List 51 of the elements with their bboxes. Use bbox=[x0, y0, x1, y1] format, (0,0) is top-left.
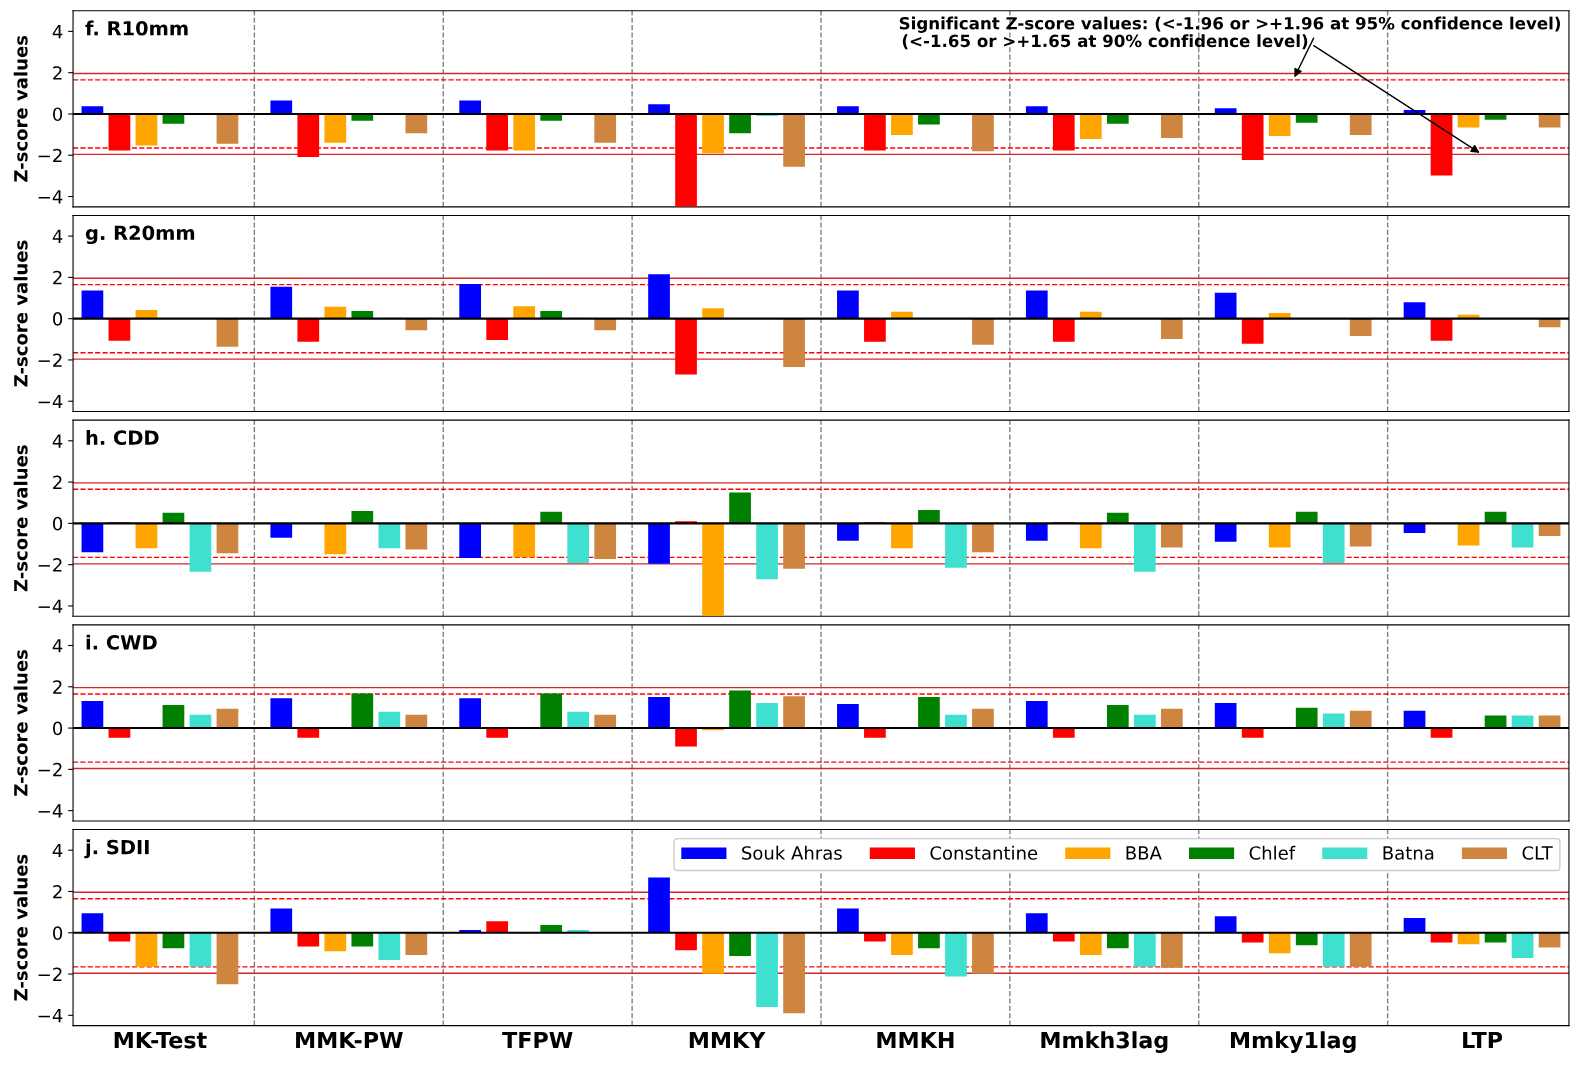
y-tick-label: −4 bbox=[38, 394, 63, 409]
x-tick-label: Mmkh3lag bbox=[1041, 1031, 1168, 1053]
y-tick-label: −4 bbox=[38, 804, 63, 818]
y-axis-title: Z-score values bbox=[13, 854, 28, 1001]
annotation: (<-1.65 or >+1.65 at 90% confidence level) bbox=[902, 34, 1308, 50]
chart-title: j. SDII bbox=[84, 839, 149, 859]
x-tick-label: MK-Test bbox=[114, 1031, 207, 1049]
y-tick-label: −2 bbox=[38, 353, 62, 367]
y-tick-label: −4 bbox=[38, 599, 63, 613]
y-tick-label: 4 bbox=[52, 434, 63, 448]
y-axis-title: Z-score values bbox=[13, 35, 28, 182]
x-tick-label: LTP bbox=[1463, 1031, 1503, 1049]
y-tick-label: 0 bbox=[53, 721, 63, 736]
y-axis-title: Z-score values bbox=[13, 445, 28, 592]
x-tick-label: MMK-PW bbox=[296, 1031, 403, 1049]
chart-title: g. R20mm bbox=[85, 225, 195, 245]
y-tick-label: −2 bbox=[38, 148, 62, 163]
y-tick-label: −2 bbox=[38, 558, 62, 572]
y-tick-label: 2 bbox=[53, 475, 62, 489]
legend-label: CLT bbox=[1522, 846, 1553, 860]
x-tick-label: MMKH bbox=[877, 1031, 954, 1049]
y-tick-label: 0 bbox=[53, 312, 63, 326]
y-tick-label: 4 bbox=[52, 843, 63, 858]
y-tick-label: −2 bbox=[38, 967, 62, 981]
y-axis-title: Z-score values bbox=[13, 240, 28, 387]
y-tick-label: 4 bbox=[52, 25, 63, 39]
legend-label: Batna bbox=[1383, 846, 1434, 860]
y-tick-label: 4 bbox=[52, 639, 63, 653]
x-tick-label: Mmky1lag bbox=[1230, 1031, 1356, 1053]
y-tick-label: 2 bbox=[53, 884, 62, 899]
chart-title: h. CDD bbox=[86, 429, 159, 446]
y-tick-label: −2 bbox=[38, 762, 62, 777]
y-tick-label: 2 bbox=[53, 680, 62, 694]
y-tick-label: −4 bbox=[38, 190, 63, 204]
legend-label: BBA bbox=[1126, 846, 1162, 860]
y-axis-title: Z-score values bbox=[13, 649, 28, 796]
y-tick-label: 4 bbox=[52, 229, 63, 243]
y-tick-label: 2 bbox=[53, 66, 62, 80]
chart-title: i. CWD bbox=[86, 634, 157, 650]
x-tick-label: TFPW bbox=[502, 1031, 573, 1049]
legend-label: Chlef bbox=[1249, 845, 1296, 860]
chart-title: f. R10mm bbox=[85, 20, 188, 36]
legend-label: Constantine bbox=[930, 845, 1038, 860]
y-tick-label: 0 bbox=[53, 107, 63, 122]
y-tick-label: 2 bbox=[53, 270, 62, 285]
annotation: Significant Z-score values: (<-1.96 or >+1.96 at 95% confidence level) bbox=[899, 16, 1561, 33]
x-tick-label: MMKY bbox=[689, 1031, 766, 1049]
legend-label: Souk Ahras bbox=[742, 845, 842, 860]
y-tick-label: 0 bbox=[53, 926, 63, 940]
y-tick-label: −4 bbox=[38, 1009, 63, 1023]
y-tick-label: 0 bbox=[53, 516, 63, 531]
